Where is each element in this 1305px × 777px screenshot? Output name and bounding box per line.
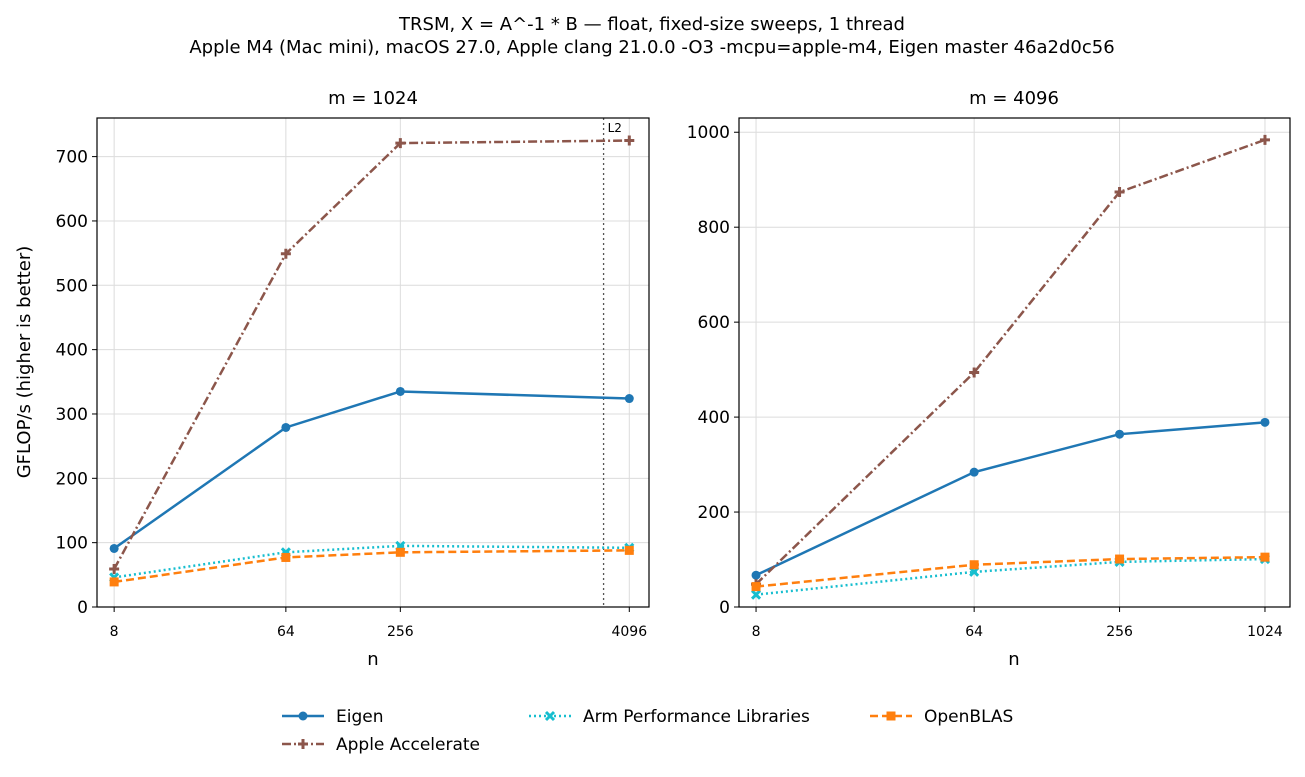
data-point: [1115, 554, 1125, 564]
series-arm-performance-libraries: [109, 540, 635, 583]
data-point: [109, 564, 120, 575]
grid: [97, 118, 649, 608]
y-tick-label: 400: [698, 408, 730, 428]
plot-frame: [738, 117, 1291, 608]
data-point: [969, 560, 979, 570]
y-tick-label: 100: [56, 534, 88, 554]
series-openblas: [109, 545, 634, 587]
data-point: [395, 386, 405, 396]
y-tick-label: 200: [56, 469, 88, 489]
legend-label: Eigen: [336, 707, 384, 727]
x-axis-label: n: [1008, 649, 1019, 670]
legend-marker: [886, 711, 896, 721]
series-apple-accelerate: [751, 134, 1270, 590]
legend-entry: Apple Accelerate: [282, 735, 480, 755]
legend-entry: OpenBLAS: [870, 707, 1013, 727]
data-point: [281, 422, 291, 432]
figure-title-line1: TRSM, X = A^-1 * B — float, fixed-size s…: [398, 14, 905, 35]
legend-marker: [298, 711, 308, 721]
x-tick-label: 8: [110, 624, 119, 640]
data-point: [109, 543, 119, 553]
legend: Eigen Apple Accelerate Arm Performance Lib…: [282, 707, 1013, 755]
data-point: [624, 135, 635, 146]
data-point: [969, 367, 980, 378]
y-tick-label: 600: [56, 212, 88, 232]
y-tick-label: 700: [56, 148, 88, 168]
data-point: [281, 552, 291, 562]
x-tick-label: 4096: [611, 624, 647, 640]
data-point: [624, 545, 634, 555]
figure-title-line2: Apple M4 (Mac mini), macOS 27.0, Apple c…: [189, 37, 1114, 58]
data-point: [751, 582, 761, 592]
series-openblas: [751, 552, 1270, 592]
series-line: [755, 555, 1265, 588]
legend-entry: Eigen: [282, 707, 384, 727]
legend-marker: [544, 710, 556, 722]
y-tick-label: 500: [56, 276, 88, 296]
series-apple-accelerate: [109, 135, 635, 575]
series-line: [755, 421, 1266, 577]
y-tick-label: 0: [77, 598, 88, 618]
data-point: [1259, 134, 1270, 145]
y-tick-label: 200: [698, 503, 730, 523]
chart-panel-m1024: m = 1024 n GFLOP/s (higher is better) 0 1…: [14, 88, 650, 670]
y-tick-label: 1000: [687, 123, 730, 143]
legend-label: Apple Accelerate: [336, 735, 480, 755]
series-arm-performance-libraries: [750, 553, 1271, 600]
data-point: [395, 547, 405, 557]
legend-marker: [298, 739, 308, 749]
y-tick-label: 600: [698, 313, 730, 333]
legend-label: Arm Performance Libraries: [583, 707, 810, 727]
legend-entry: Arm Performance Libraries: [529, 707, 810, 727]
x-tick-label: 256: [387, 624, 414, 640]
cache-marker-label: L2: [608, 121, 622, 135]
x-axis-label: n: [367, 649, 378, 670]
panel-title: m = 4096: [969, 88, 1059, 109]
series-line: [755, 138, 1266, 586]
data-point: [280, 248, 291, 259]
grid: [739, 118, 1290, 608]
series-eigen: [109, 386, 634, 553]
data-point: [1260, 417, 1270, 427]
data-point: [624, 394, 634, 404]
x-tick-label: 64: [277, 624, 295, 640]
x-tick-label: 8: [752, 624, 761, 640]
y-tick-label: 300: [56, 405, 88, 425]
plot-frame: [96, 117, 650, 608]
chart-panel-m4096: m = 4096 n 0 200 400 600 800 1000 8 64 256 1024: [687, 88, 1291, 670]
data-point: [1114, 187, 1125, 198]
x-tick-label: 1024: [1247, 624, 1283, 640]
y-tick-label: 0: [719, 598, 730, 618]
y-tick-label: 400: [56, 341, 88, 361]
y-tick-label: 800: [698, 218, 730, 238]
series-line: [113, 544, 630, 579]
data-point: [750, 589, 762, 600]
data-point: [1115, 429, 1125, 439]
data-point: [1260, 552, 1270, 562]
data-point: [109, 577, 119, 587]
data-point: [969, 467, 979, 477]
data-point: [395, 138, 406, 149]
series-eigen: [751, 417, 1270, 580]
series-line: [113, 390, 630, 550]
legend-label: OpenBLAS: [924, 707, 1013, 727]
series-line: [113, 139, 630, 570]
data-point: [751, 570, 761, 580]
panel-title: m = 1024: [328, 88, 418, 109]
y-axis-label: GFLOP/s (higher is better): [14, 246, 35, 479]
series-line: [113, 549, 630, 584]
x-tick-label: 64: [965, 624, 983, 640]
x-tick-label: 256: [1106, 624, 1133, 640]
